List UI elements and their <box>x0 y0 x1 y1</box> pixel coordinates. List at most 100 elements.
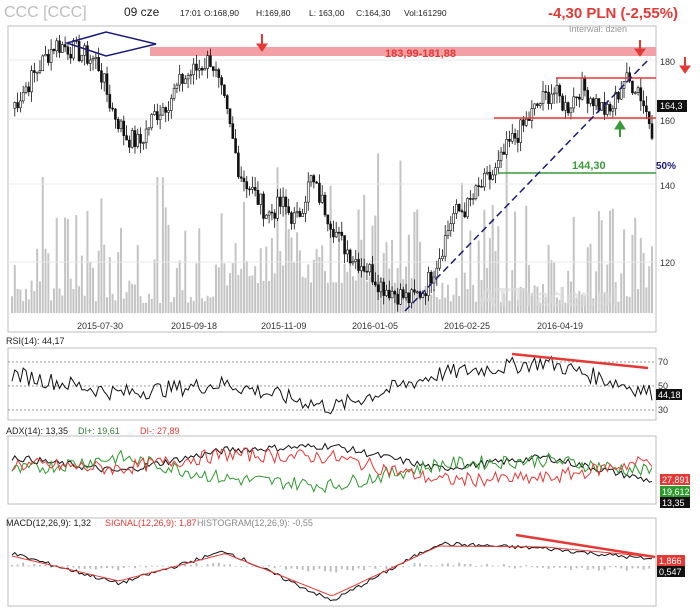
candle <box>298 211 302 217</box>
volume-bar <box>142 302 145 313</box>
candle <box>645 105 648 113</box>
x-tick-label: 2016-01-05 <box>352 321 398 331</box>
candle <box>21 92 25 102</box>
histogram-bar <box>111 566 114 569</box>
macd-histogram <box>11 562 651 573</box>
volume-bar <box>24 289 27 313</box>
histogram-bar <box>391 566 394 569</box>
candle <box>332 229 335 238</box>
volume-bar <box>433 289 436 313</box>
macd-panel-frame <box>7 517 657 607</box>
volume-bar <box>215 264 218 313</box>
candle <box>125 135 128 141</box>
histogram-bar <box>558 566 561 568</box>
volume-bar <box>466 289 469 313</box>
histogram-bar <box>228 564 231 567</box>
candle <box>100 70 103 83</box>
candle <box>404 292 408 298</box>
candle <box>334 231 338 238</box>
x-tick-label: 2016-02-25 <box>444 321 490 331</box>
candle <box>594 98 598 107</box>
candle <box>415 291 419 294</box>
trend-line <box>404 57 651 312</box>
candle <box>494 167 497 176</box>
histogram-bar <box>553 566 556 568</box>
candle <box>278 196 282 207</box>
volume-bar <box>430 294 433 313</box>
volume-bar <box>516 299 519 313</box>
histogram-bar <box>324 566 327 572</box>
volume-bar <box>592 298 595 313</box>
volume-bar <box>41 176 44 313</box>
y-tick-label: 160 <box>660 116 675 126</box>
histogram-bar <box>11 565 13 567</box>
candle <box>466 198 469 218</box>
candle <box>38 70 42 73</box>
volume-bar <box>259 248 262 313</box>
candle <box>589 98 592 104</box>
candle <box>564 102 567 111</box>
candle <box>586 90 590 104</box>
volume-bar <box>435 296 438 313</box>
y-tick-label: 180 <box>660 57 675 67</box>
volume-bar <box>595 271 598 313</box>
candle <box>382 281 386 296</box>
arrow-down-icon <box>634 40 646 57</box>
histogram-bar <box>94 566 97 570</box>
candle <box>592 98 595 107</box>
volume-bar <box>310 282 313 313</box>
histogram-bar <box>637 566 640 569</box>
volume-bar <box>181 290 184 313</box>
volume-bar <box>637 289 640 313</box>
volume-bar <box>159 302 162 313</box>
candle <box>374 281 377 286</box>
histogram-bar <box>491 565 494 567</box>
volume-bar <box>270 237 273 313</box>
candle <box>58 40 61 53</box>
macd-divergence-line <box>515 533 656 559</box>
candle <box>541 91 545 104</box>
candle <box>368 264 372 273</box>
histogram-bar <box>33 563 36 567</box>
candle <box>265 214 268 219</box>
candle <box>225 95 229 109</box>
candle <box>136 133 140 147</box>
candle <box>86 45 89 64</box>
histogram-bar <box>413 563 416 567</box>
candle <box>513 133 517 139</box>
volume-bar <box>114 300 117 313</box>
candle <box>614 91 617 109</box>
di-minus-badge <box>660 474 690 485</box>
volume-bar <box>561 286 564 313</box>
x-tick-label: 2015-09-18 <box>171 321 217 331</box>
candle <box>192 63 195 76</box>
volume-bar <box>189 297 192 313</box>
histogram-bar <box>435 565 438 567</box>
candle <box>276 196 279 219</box>
volume-bar <box>226 285 229 313</box>
volume-bar <box>103 244 106 313</box>
histogram-bar <box>139 565 142 567</box>
macd-label: 1,866 <box>659 556 682 566</box>
candle <box>326 214 330 225</box>
volume-bar <box>36 248 39 313</box>
candle <box>340 231 344 236</box>
histogram-bar <box>368 566 371 568</box>
macd-title: MACD(12,26,9): 1,32 <box>6 518 91 528</box>
candle <box>603 102 606 115</box>
x-tick-label: 2015-07-30 <box>77 321 123 331</box>
volume-bar <box>282 265 285 313</box>
candle <box>477 185 481 187</box>
volume-bar <box>628 296 631 313</box>
volume-bar <box>483 209 486 313</box>
histogram-bar <box>22 562 25 567</box>
histogram-bar <box>16 564 19 567</box>
adx-title: ADX(14): 13,35 <box>6 426 68 436</box>
volume-bar <box>407 234 410 313</box>
volume-bar <box>231 263 234 313</box>
candle <box>552 92 556 95</box>
volume-bar <box>217 267 220 313</box>
adx-label: 27,891 <box>662 475 690 485</box>
volume-bar <box>167 224 170 313</box>
volume-bar <box>329 185 332 313</box>
